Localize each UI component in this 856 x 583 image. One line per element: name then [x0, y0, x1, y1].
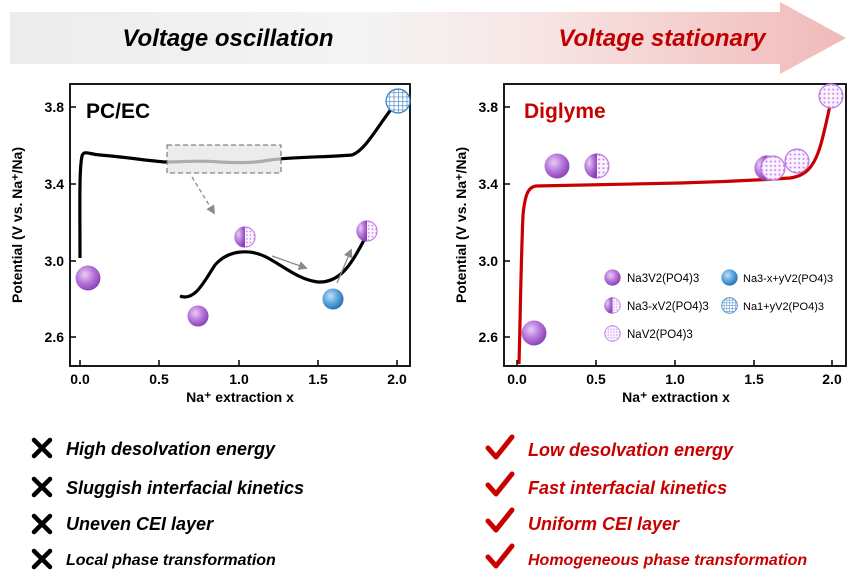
left-y-ticks [70, 106, 398, 366]
banner-arrow [10, 2, 846, 74]
na3-sphere-icon [521, 320, 547, 346]
dotted-sphere-icon [818, 83, 844, 109]
legend-label: Na3-x+yV2(PO4)3 [743, 273, 833, 285]
right-ytick-label: 2.6 [479, 329, 499, 345]
check-icon [485, 434, 515, 460]
right-list-item: Fast interfacial kinetics [528, 478, 727, 498]
left-list-item: Local phase transformation [66, 552, 276, 569]
cross-icon [31, 548, 53, 570]
dotted-sphere-icon [760, 155, 786, 181]
left-ytick-label: 3.8 [45, 99, 65, 115]
banner-left-text: Voltage oscillation [122, 25, 333, 52]
right-y-axis-label: Potential (V vs. Na⁺/Na) [453, 147, 469, 303]
right-plot-frame [503, 83, 847, 367]
left-ytick-label: 3.4 [45, 176, 65, 192]
banner-right-text: Voltage stationary [558, 25, 767, 52]
right-property-list: Low desolvation energy Fast interfacial … [485, 434, 807, 569]
legend-grid-icon [721, 297, 738, 314]
zoomed-curve [179, 231, 370, 299]
left-chart: 3.8 3.4 3.0 2.6 0.0 0.5 1.0 1.5 2.0 Na⁺ … [9, 83, 411, 405]
zoom-arrow [191, 176, 215, 215]
left-panel-label: PC/EC [86, 100, 150, 123]
legend-label: NaV2(PO4)3 [627, 329, 693, 341]
check-icon [485, 507, 515, 533]
right-x-axis-label: Na⁺ extraction x [622, 389, 730, 405]
progress-arrow [271, 255, 308, 270]
legend-half-icon [604, 297, 621, 314]
cross-icon [31, 437, 53, 459]
cross-icon [31, 513, 53, 535]
left-list-item: Sluggish interfacial kinetics [66, 478, 304, 498]
left-x-axis-label: Na⁺ extraction x [186, 389, 294, 405]
right-chart: 3.8 3.4 3.0 2.6 0.0 0.5 1.0 1.5 2.0 Na⁺ … [453, 83, 847, 405]
right-xtick-label: 1.0 [665, 371, 685, 387]
na3-sphere-icon [187, 305, 209, 327]
left-xtick-label: 2.0 [387, 371, 407, 387]
right-list-item: Low desolvation energy [528, 440, 734, 460]
left-xtick-label: 1.0 [229, 371, 249, 387]
right-voltage-curve [517, 95, 834, 365]
left-xtick-label: 1.5 [308, 371, 328, 387]
legend-label: Na3V2(PO4)3 [627, 273, 699, 285]
half-sphere-icon [584, 153, 610, 179]
left-list-item: High desolvation energy [66, 439, 276, 459]
right-panel-label: Diglyme [524, 100, 606, 123]
right-xtick-label: 2.0 [822, 371, 842, 387]
legend-label: Na3-xV2(PO4)3 [627, 301, 709, 313]
na3-sphere-icon [544, 153, 570, 179]
half-sphere-icon [356, 220, 378, 242]
left-ytick-label: 2.6 [45, 329, 65, 345]
cross-icon [31, 476, 53, 498]
left-ytick-label: 3.0 [45, 253, 65, 269]
legend-blue-icon [721, 269, 738, 286]
blue-sphere-icon [322, 288, 344, 310]
legend: Na3V2(PO4)3 Na3-xV2(PO4)3 NaV2(PO4)3 Na3… [604, 269, 833, 342]
grid-sphere-icon [385, 88, 411, 114]
right-xtick-label: 0.0 [507, 371, 527, 387]
check-icon [485, 471, 515, 497]
legend-dotted-icon [604, 325, 621, 342]
right-list-item: Uniform CEI layer [528, 514, 680, 534]
right-ytick-label: 3.4 [479, 176, 499, 192]
right-list-item: Homogeneous phase transformation [528, 552, 807, 569]
right-ytick-label: 3.8 [479, 99, 499, 115]
right-ytick-label: 3.0 [479, 253, 499, 269]
left-xtick-label: 0.0 [70, 371, 90, 387]
left-xtick-label: 0.5 [149, 371, 169, 387]
dotted-sphere-icon [784, 148, 810, 174]
left-property-list: High desolvation energy Sluggish interfa… [31, 437, 304, 570]
check-icon [485, 543, 515, 569]
right-xtick-label: 1.5 [744, 371, 764, 387]
zoom-box [166, 144, 282, 174]
legend-na3-icon [604, 269, 621, 286]
half-sphere-icon [234, 226, 256, 248]
right-xtick-label: 0.5 [586, 371, 606, 387]
left-y-axis-label: Potential (V vs. Na⁺/Na) [9, 147, 25, 303]
left-plot-frame [69, 83, 411, 367]
left-list-item: Uneven CEI layer [66, 514, 214, 534]
na3-sphere-icon [75, 265, 101, 291]
legend-label: Na1+yV2(PO4)3 [743, 301, 824, 313]
right-ticks [504, 106, 833, 366]
progress-arrow [336, 248, 353, 284]
